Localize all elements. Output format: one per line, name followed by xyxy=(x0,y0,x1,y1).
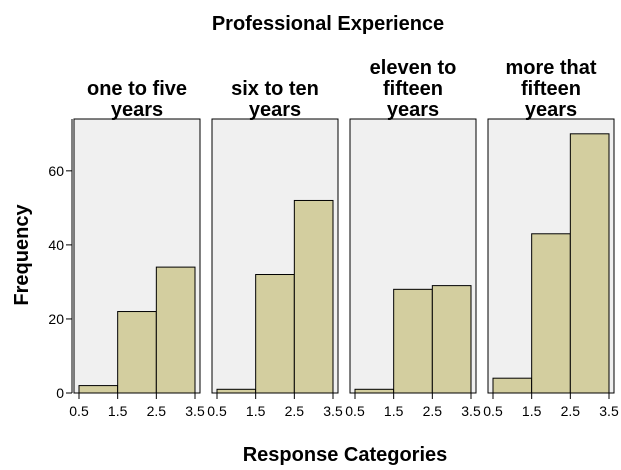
panel-title-line: years xyxy=(525,99,577,121)
x-tick-label: 3.5 xyxy=(599,403,619,419)
x-tick-label: 1.5 xyxy=(108,403,128,419)
bar xyxy=(393,288,433,394)
panel-title-line: years xyxy=(387,99,439,121)
panel-title-line: years xyxy=(249,99,301,121)
bar xyxy=(531,233,571,394)
x-tick-label: 1.5 xyxy=(246,403,266,419)
bar xyxy=(431,285,472,394)
x-tick-label: 2.5 xyxy=(561,403,581,419)
bar xyxy=(216,388,257,394)
panel-title-line: eleven to xyxy=(370,57,457,79)
x-tick-label: 3.5 xyxy=(323,403,343,419)
panel-title-line: fifteen xyxy=(521,78,581,100)
bar xyxy=(78,385,119,394)
x-tick-label: 2.5 xyxy=(285,403,305,419)
panel-title-line: years xyxy=(111,99,163,121)
panel-title-line: fifteen xyxy=(383,78,443,100)
x-tick-label: 3.5 xyxy=(185,403,205,419)
y-tick-label: 0 xyxy=(56,385,64,401)
bar xyxy=(293,199,334,394)
y-tick-label: 40 xyxy=(48,237,64,253)
x-tick-label: 1.5 xyxy=(384,403,404,419)
x-tick-label: 2.5 xyxy=(423,403,443,419)
x-tick-label: 0.5 xyxy=(207,403,227,419)
x-tick-label: 2.5 xyxy=(147,403,167,419)
y-tick-label: 20 xyxy=(48,311,64,327)
panel-title-line: one to five xyxy=(87,78,187,100)
y-axis-label: Frequency xyxy=(11,204,33,306)
panel-title-line: more that xyxy=(505,57,596,79)
chart-title: Professional Experience xyxy=(212,13,444,35)
bar xyxy=(255,274,295,394)
x-tick-label: 1.5 xyxy=(522,403,542,419)
bar xyxy=(117,311,157,394)
bar xyxy=(569,133,610,394)
x-tick-label: 0.5 xyxy=(483,403,503,419)
bar xyxy=(492,377,533,394)
bar xyxy=(354,388,395,394)
panel-title-line: six to ten xyxy=(231,78,319,100)
x-tick-label: 3.5 xyxy=(461,403,481,419)
x-axis-label: Response Categories xyxy=(243,444,448,465)
bar xyxy=(155,266,196,394)
x-tick-label: 0.5 xyxy=(69,403,89,419)
y-tick-label: 60 xyxy=(48,163,64,179)
x-tick-label: 0.5 xyxy=(345,403,365,419)
